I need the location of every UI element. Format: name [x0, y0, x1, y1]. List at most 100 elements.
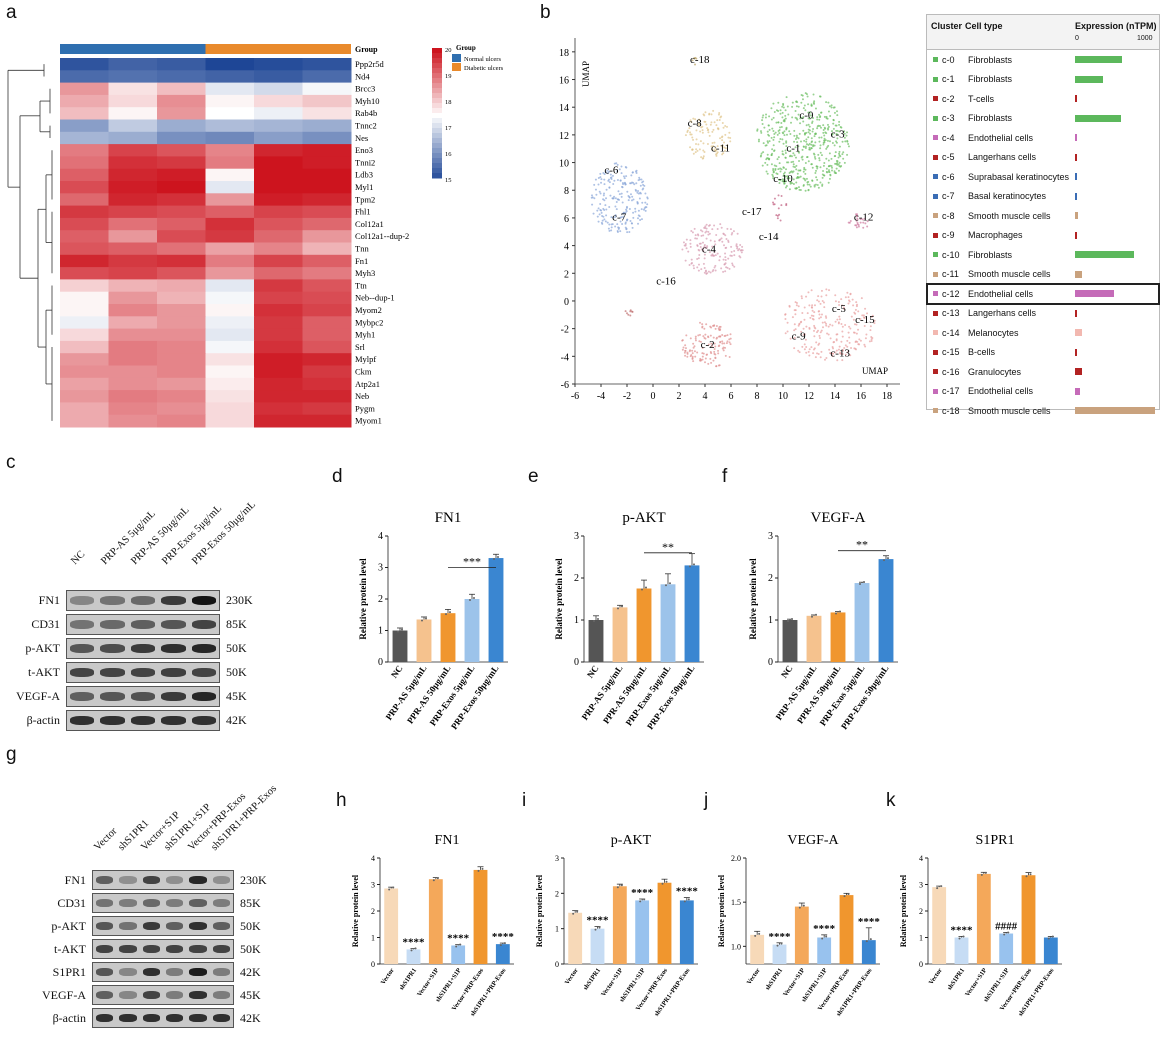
umap-point [838, 130, 841, 133]
umap-point [873, 322, 876, 325]
umap-point [826, 123, 829, 126]
umap-point [846, 345, 849, 348]
umap-point [819, 115, 822, 118]
umap-point [780, 121, 783, 124]
umap-point [709, 123, 712, 126]
bar-0 [588, 620, 604, 662]
umap-point [846, 351, 849, 354]
data-point [459, 943, 462, 946]
umap-point [825, 147, 828, 150]
umap-point [772, 168, 775, 171]
heatmap-cell [302, 328, 352, 342]
heatmap-cell [60, 230, 109, 243]
umap-point [836, 359, 839, 362]
umap-point [813, 153, 816, 156]
umap-point [711, 324, 714, 327]
umap-point [764, 116, 767, 119]
umap-point [713, 240, 716, 243]
y-tick-label: 0 [371, 960, 375, 969]
blot-band [119, 968, 137, 976]
umap-point [852, 318, 855, 321]
umap-point [781, 150, 784, 153]
umap-point [781, 116, 784, 119]
umap-point [818, 310, 821, 313]
umap-point [796, 172, 799, 175]
umap-point [846, 339, 849, 342]
umap-point [849, 293, 852, 296]
heatmap-cell [108, 70, 158, 84]
molecular-weight-label: 50K [226, 665, 247, 679]
umap-point [790, 155, 793, 158]
umap-point [794, 313, 797, 316]
bar-1 [772, 944, 787, 964]
umap-point [693, 350, 696, 353]
heatmap-cell [254, 316, 303, 330]
heatmap-cell [60, 279, 109, 293]
umap-point [702, 262, 705, 265]
umap-point [728, 131, 731, 134]
umap-point [690, 229, 693, 232]
heatmap-cell [60, 267, 109, 280]
umap-point [724, 259, 727, 262]
umap-point [784, 332, 787, 335]
y-axis-label: Relative protein level [717, 874, 726, 947]
heatmap-cell [108, 205, 158, 219]
umap-point [806, 312, 809, 315]
umap-point [682, 241, 685, 244]
heatmap-cell [60, 168, 109, 182]
data-point [980, 873, 983, 876]
umap-point [838, 152, 841, 155]
umap-point [712, 145, 715, 148]
umap-point [814, 141, 817, 144]
col-expression: Expression (nTPM) [1075, 21, 1157, 31]
umap-point [781, 138, 784, 141]
category-label: Vector+S1P [964, 967, 989, 998]
blot-band [70, 596, 95, 605]
umap-point [607, 170, 610, 173]
heatmap-cell [302, 144, 352, 157]
umap-point [825, 294, 828, 297]
umap-point [625, 208, 628, 211]
heatmap-cell [302, 168, 352, 182]
umap-point [817, 186, 820, 189]
heatmap-cell [254, 107, 303, 120]
umap-point [854, 308, 857, 311]
umap-point [856, 217, 859, 220]
umap-point [847, 145, 850, 148]
umap-point [808, 326, 811, 329]
umap-point [844, 344, 847, 347]
y-tick-label: 0 [378, 657, 383, 668]
heatmap-cell [157, 304, 206, 317]
data-point [791, 618, 793, 620]
heatmap-cell [157, 168, 206, 182]
color-scale-segment [432, 83, 442, 89]
panel-label-h: h [336, 790, 347, 811]
umap-point [819, 331, 822, 334]
umap-point [765, 158, 768, 161]
umap-point [810, 104, 813, 107]
umap-point [824, 127, 827, 130]
data-point [388, 888, 391, 891]
umap-point [795, 187, 798, 190]
umap-point [809, 114, 812, 117]
umap-point [704, 333, 707, 336]
umap-point [607, 178, 610, 181]
umap-point [794, 109, 797, 112]
color-scale-segment [432, 78, 442, 84]
umap-point [707, 224, 710, 227]
heatmap-cell [205, 82, 255, 96]
umap-point [723, 342, 726, 345]
bar-1 [806, 615, 822, 662]
heatmap-cell [205, 377, 255, 391]
umap-point [605, 208, 608, 211]
color-scale-segment [432, 153, 442, 159]
umap-point [686, 355, 689, 358]
molecular-weight-label: 42K [226, 713, 247, 727]
heatmap-cell [205, 390, 255, 403]
color-scale-segment [432, 108, 442, 114]
umap-point [835, 167, 838, 170]
y-tick-label: 8 [564, 186, 569, 197]
umap-point [782, 104, 785, 107]
heatmap-cell [205, 131, 255, 145]
